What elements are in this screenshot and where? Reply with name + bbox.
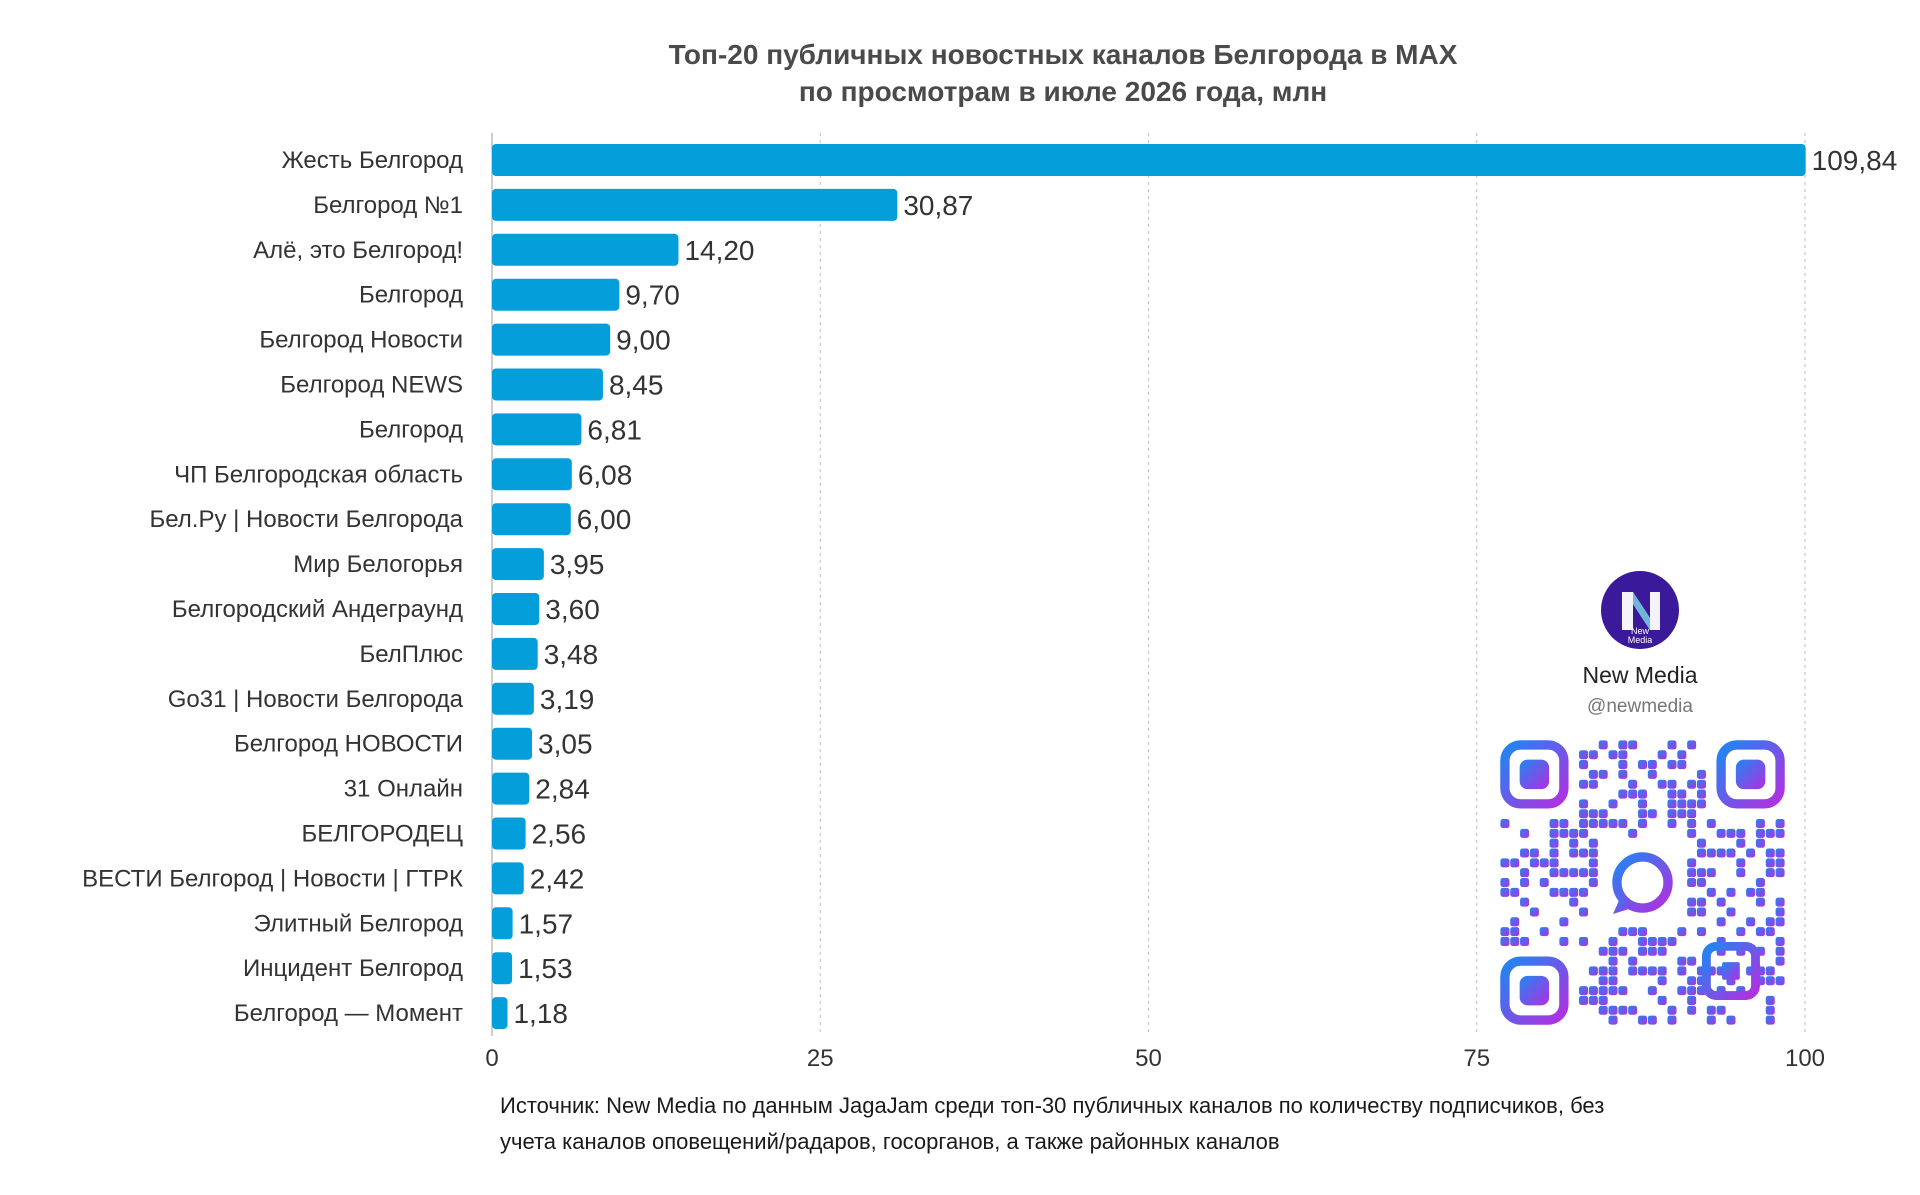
category-label-1: Жесть Белгород (282, 147, 463, 174)
bars (492, 144, 1806, 1030)
category-label-16: БЕЛГОРОДЕЦ (302, 821, 464, 848)
bar-19 (492, 952, 513, 985)
x-tick-label-50: 50 (1135, 1045, 1162, 1072)
value-label-19: 1,53 (518, 953, 573, 984)
value-label-15: 2,84 (535, 774, 590, 805)
category-label-15: 31 Онлайн (344, 776, 463, 803)
brand-name: New Media (1582, 662, 1697, 688)
bar-2 (492, 188, 898, 221)
value-label-20: 1,18 (513, 998, 568, 1029)
category-labels: Жесть Белгород Белгород №1 Алё, это Белгор… (82, 147, 464, 1027)
x-tick-label-25: 25 (807, 1045, 834, 1072)
category-label-2: Белгород №1 (313, 192, 463, 219)
source-note: Источник: New Media по данным JagaJam ср… (500, 1093, 1605, 1154)
category-label-19: Инцидент Белгород (243, 955, 463, 982)
x-tick-label-100: 100 (1785, 1045, 1825, 1072)
bar-16 (492, 817, 526, 850)
bar-12 (492, 637, 538, 670)
x-tick-label-0: 0 (485, 1045, 498, 1072)
category-label-6: Белгород NEWS (280, 372, 463, 399)
category-label-9: Бел.Ру | Новости Белгорода (149, 506, 463, 533)
category-label-18: Элитный Белгород (254, 910, 463, 937)
category-label-20: Белгород — Момент (234, 1000, 463, 1027)
category-label-17: ВЕСТИ Белгород | Новости | ГТРК (82, 865, 463, 892)
category-label-4: Белгород (359, 282, 463, 309)
bar-18 (492, 907, 513, 940)
bar-8 (492, 458, 572, 491)
x-tick-label-75: 75 (1463, 1045, 1490, 1072)
category-label-3: Алё, это Белгород! (253, 237, 463, 264)
value-label-14: 3,05 (538, 729, 593, 760)
value-label-5: 9,00 (616, 325, 671, 356)
value-label-2: 30,87 (903, 190, 973, 221)
bar-5 (492, 323, 611, 356)
value-label-9: 6,00 (577, 504, 632, 535)
logo-caption-line1: New (1631, 626, 1650, 636)
brand-block: New Media New Media @newmedia (1500, 571, 1785, 1025)
bar-7 (492, 413, 582, 446)
category-label-13: Go31 | Новости Белгорода (168, 686, 464, 713)
bar-3 (492, 233, 679, 266)
bar-13 (492, 682, 534, 715)
max-messenger-icon (1612, 852, 1673, 914)
new-media-logo-icon: New Media (1601, 571, 1679, 649)
category-label-8: ЧП Белгородская область (174, 461, 463, 488)
value-label-8: 6,08 (578, 459, 633, 490)
chart-title-line-2: по просмотрам в июле 2026 года, млн (799, 76, 1327, 107)
value-label-7: 6,81 (587, 414, 642, 445)
logo-caption-line2: Media (1628, 635, 1653, 645)
bar-6 (492, 368, 603, 401)
value-label-1: 109,84 (1812, 145, 1898, 176)
bar-17 (492, 862, 524, 895)
value-labels: 109,84 30,87 14,209,70 9,00 8,45 6,81 6,08 6,00… (513, 145, 1897, 1029)
category-label-5: Белгород Новости (259, 327, 463, 354)
category-label-14: Белгород НОВОСТИ (234, 731, 463, 758)
qr-code[interactable] (1500, 740, 1785, 1025)
value-label-13: 3,19 (540, 684, 595, 715)
category-label-11: Белгородский Андеграунд (172, 596, 463, 623)
bar-9 (492, 503, 571, 536)
bar-10 (492, 548, 544, 581)
value-label-3: 14,20 (684, 235, 754, 266)
chart-title: Топ-20 публичных новостных каналов Белго… (669, 39, 1458, 107)
brand-handle: @newmedia (1587, 696, 1693, 717)
x-axis-ticks: 0 25 50 75 100 (485, 1045, 1825, 1072)
value-label-11: 3,60 (545, 594, 600, 625)
value-label-4: 9,70 (625, 280, 680, 311)
value-label-16: 2,56 (532, 819, 587, 850)
bar-1 (492, 144, 1806, 176)
chart-title-line-1: Топ-20 публичных новостных каналов Белго… (669, 39, 1458, 70)
gridlines (491, 133, 1806, 1036)
value-label-17: 2,42 (530, 863, 585, 894)
bar-20 (492, 997, 508, 1030)
bar-15 (492, 772, 530, 805)
value-label-12: 3,48 (544, 639, 599, 670)
category-label-7: Белгород (359, 416, 463, 443)
bar-14 (492, 727, 533, 760)
value-label-6: 8,45 (609, 370, 664, 401)
value-label-10: 3,95 (550, 549, 605, 580)
bar-4 (492, 278, 620, 311)
category-label-10: Мир Белогорья (293, 551, 463, 578)
bar-11 (492, 593, 540, 625)
value-label-18: 1,57 (519, 908, 574, 939)
category-label-12: БелПлюс (359, 641, 463, 668)
